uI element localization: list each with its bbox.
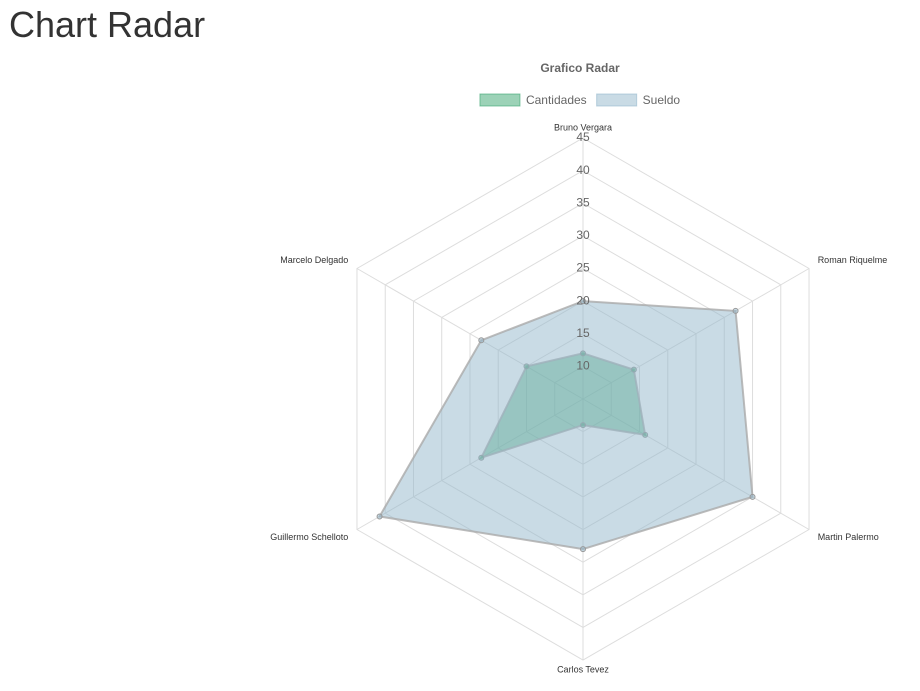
legend-label: Cantidades bbox=[526, 93, 587, 107]
legend-swatch bbox=[596, 93, 638, 107]
legend-swatch bbox=[479, 93, 521, 107]
category-label: Roman Riquelme bbox=[818, 255, 888, 265]
legend-label: Sueldo bbox=[643, 93, 681, 107]
r-tick-label: 10 bbox=[576, 359, 590, 373]
data-point bbox=[376, 513, 383, 520]
r-tick-label: 40 bbox=[576, 163, 590, 177]
r-tick-label: 30 bbox=[576, 228, 590, 242]
r-tick-label: 45 bbox=[576, 130, 590, 144]
data-point bbox=[749, 493, 756, 500]
page-title: Chart Radar bbox=[9, 4, 206, 45]
category-label: Bruno Vergara bbox=[554, 122, 612, 132]
data-point bbox=[732, 307, 739, 314]
r-tick-label: 15 bbox=[576, 326, 590, 340]
r-tick-label: 20 bbox=[576, 293, 590, 307]
chart-title: Grafico Radar bbox=[540, 61, 620, 75]
series-area bbox=[377, 300, 754, 551]
data-point bbox=[580, 546, 586, 553]
category-label: Carlos Tevez bbox=[557, 664, 609, 674]
data-point bbox=[478, 337, 485, 344]
category-label: Guillermo Schelloto bbox=[270, 532, 348, 542]
r-tick-label: 25 bbox=[576, 261, 590, 275]
category-label: Marcelo Delgado bbox=[280, 255, 348, 265]
category-label: Martin Palermo bbox=[818, 532, 879, 542]
r-tick-label: 35 bbox=[576, 195, 590, 209]
data-point bbox=[580, 298, 586, 305]
